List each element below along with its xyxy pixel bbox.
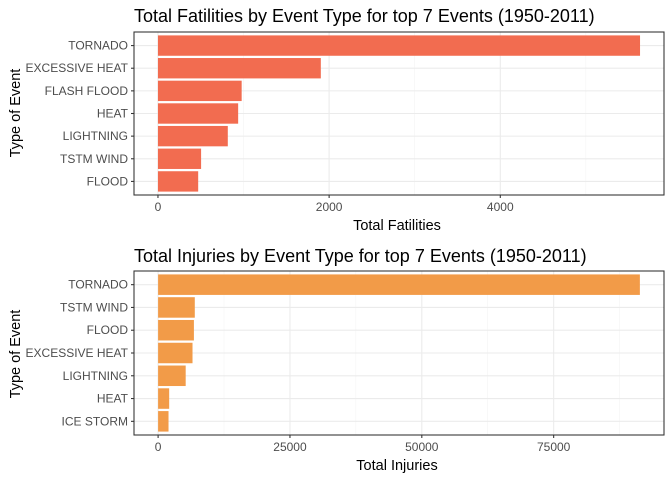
y-tick-label: TORNADO: [68, 278, 128, 292]
y-tick-label: HEAT: [97, 107, 129, 121]
bar: [158, 342, 193, 364]
bar: [157, 35, 641, 56]
bar: [158, 365, 186, 387]
bar: [157, 171, 199, 192]
x-tick-label: 4000: [487, 200, 514, 214]
x-tick-label: 0: [155, 440, 162, 454]
x-axis: 0 2000 4000: [155, 195, 514, 214]
chart-title: Total Injuries by Event Type for top 7 E…: [134, 246, 587, 266]
x-tick-label: 2000: [316, 200, 343, 214]
y-tick-label: TSTM WIND: [60, 152, 128, 166]
bar: [158, 274, 640, 295]
bar: [157, 148, 202, 169]
y-axis-title: Type of Event: [8, 69, 24, 158]
y-tick-label: LIGHTNING: [63, 129, 128, 143]
bar: [157, 58, 321, 79]
y-axis-title: Type of Event: [8, 310, 24, 399]
y-tick-label: FLOOD: [87, 174, 129, 188]
x-tick-label: 0: [155, 200, 162, 214]
x-axis-title: Total Fatilities: [353, 218, 441, 234]
bar: [158, 297, 195, 318]
y-tick-label: TSTM WIND: [60, 300, 128, 314]
bar: [158, 411, 169, 432]
y-tick-label: FLOOD: [87, 323, 129, 337]
x-tick-label: 25000: [273, 440, 307, 454]
y-tick-label: LIGHTNING: [63, 369, 128, 383]
gridlines: [134, 271, 664, 435]
x-tick-label: 50000: [405, 440, 439, 454]
y-axis: TORNADO TSTM WIND FLOOD EXCESSIVE HEAT LIGHT…: [26, 278, 134, 428]
y-axis: TORNADO EXCESSIVE HEAT FLASH FLOOD HEAT LIGH…: [26, 39, 134, 188]
y-tick-label: EXCESSIVE HEAT: [26, 346, 129, 360]
bar: [157, 80, 242, 102]
x-axis: 0 25000 50000 75000: [155, 435, 571, 454]
injuries-chart: Total Injuries by Event Type for top 7 E…: [8, 246, 665, 474]
chart-title: Total Fatilities by Event Type for top 7…: [134, 6, 595, 26]
bar: [158, 319, 194, 341]
y-tick-label: FLASH FLOOD: [45, 84, 129, 98]
y-tick-label: HEAT: [97, 392, 129, 406]
y-tick-label: EXCESSIVE HEAT: [26, 61, 129, 75]
x-tick-label: 75000: [537, 440, 571, 454]
fatalities-chart: Total Fatilities by Event Type for top 7…: [8, 6, 665, 234]
bar: [158, 388, 170, 409]
bar: [157, 125, 228, 147]
bars: [157, 35, 641, 192]
bar: [157, 103, 239, 124]
y-tick-label: ICE STORM: [62, 414, 128, 428]
bars: [158, 274, 640, 432]
y-tick-label: TORNADO: [68, 39, 128, 53]
x-axis-title: Total Injuries: [356, 458, 437, 474]
